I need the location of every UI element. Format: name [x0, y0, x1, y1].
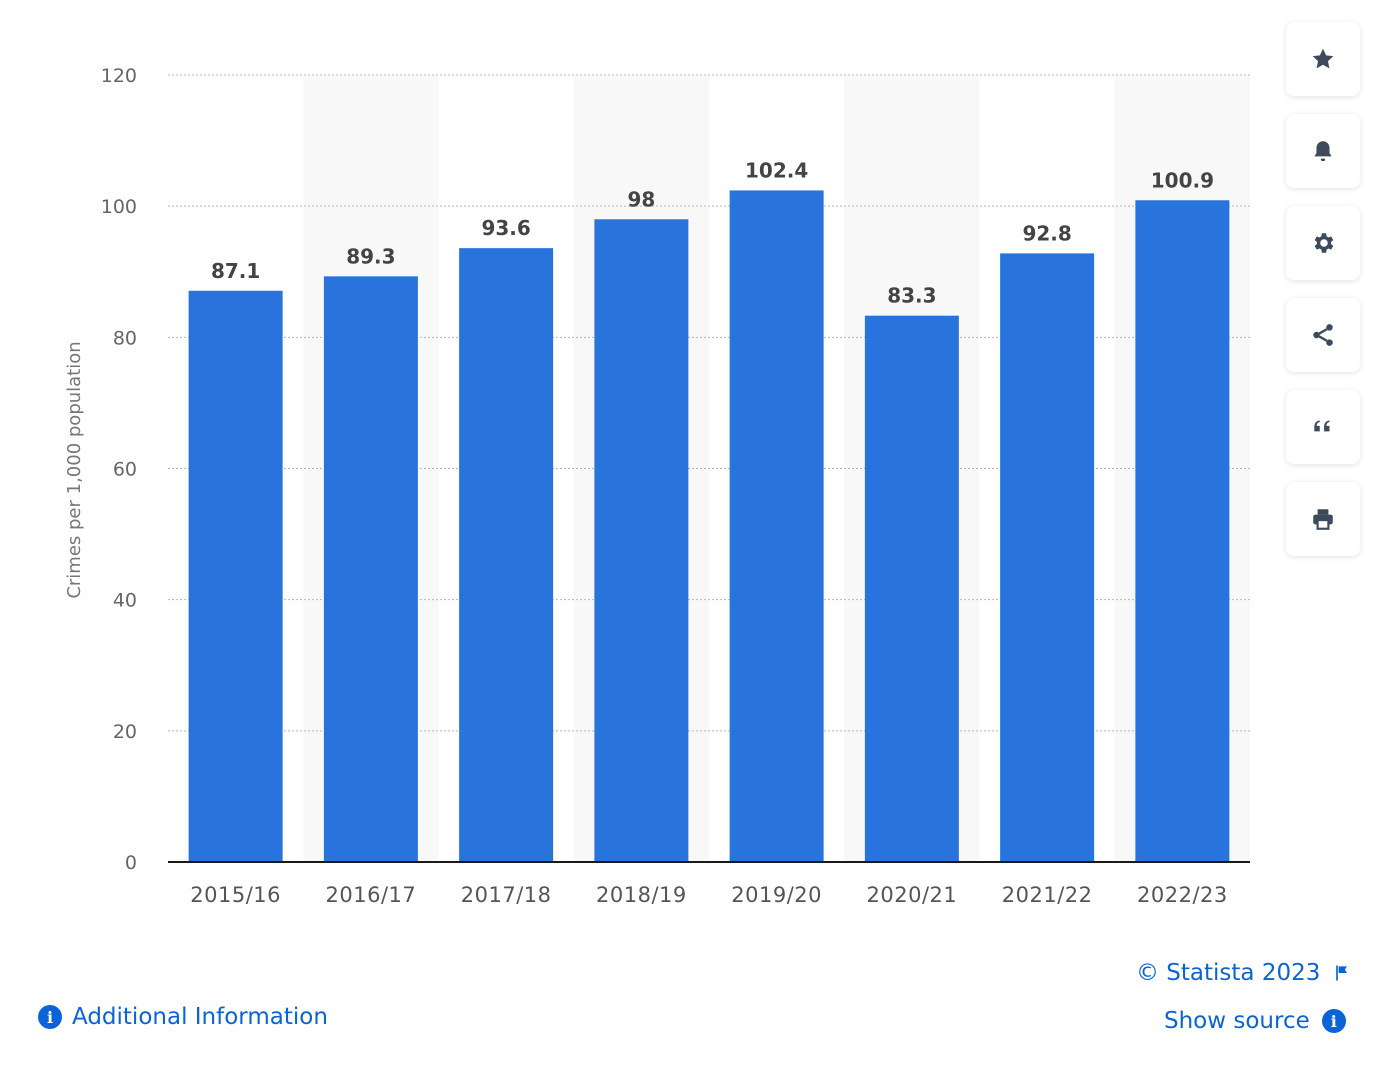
print-button[interactable]	[1286, 482, 1360, 556]
data-label: 102.4	[745, 158, 808, 182]
bar-chart: 0 20 40 60 80 100 120 87.1 89.3 93.6 98 102.4 83.3 9…	[64, 65, 1250, 907]
copyright-link[interactable]: © Statista 2023	[1136, 960, 1352, 986]
star-icon	[1312, 48, 1334, 69]
share-button[interactable]	[1286, 298, 1360, 372]
x-tick-label: 2015/16	[190, 883, 281, 907]
bell-icon	[1314, 141, 1332, 161]
y-tick-label: 20	[113, 721, 137, 743]
data-label: 89.3	[346, 244, 395, 268]
flag-icon	[1336, 965, 1348, 981]
y-tick-label: 40	[113, 590, 137, 612]
favorite-button[interactable]	[1286, 22, 1360, 96]
y-tick-label: 120	[101, 65, 137, 87]
data-label: 83.3	[887, 284, 936, 308]
bar[interactable]	[323, 276, 418, 862]
data-label: 98	[627, 187, 655, 211]
x-tick-label: 2021/22	[1002, 883, 1093, 907]
bar[interactable]	[864, 315, 959, 863]
copyright-text: © Statista 2023	[1136, 960, 1321, 986]
show-source-link[interactable]: Show source i	[1164, 1008, 1346, 1034]
x-tick-label: 2017/18	[461, 883, 552, 907]
bar[interactable]	[459, 248, 554, 862]
x-tick-label: 2018/19	[596, 883, 687, 907]
x-tick-label: 2016/17	[326, 883, 417, 907]
y-tick-label: 80	[113, 327, 137, 349]
share-icon	[1313, 324, 1333, 346]
bar[interactable]	[594, 219, 689, 863]
y-tick-label: 0	[125, 852, 137, 874]
cite-button[interactable]	[1286, 390, 1360, 464]
data-label: 92.8	[1022, 221, 1071, 245]
x-tick-label: 2022/23	[1137, 883, 1228, 907]
gear-icon	[1314, 233, 1334, 253]
x-tick-label: 2020/21	[867, 883, 958, 907]
print-icon	[1313, 509, 1333, 530]
info-icon: i	[38, 1005, 62, 1029]
bar[interactable]	[729, 190, 824, 863]
notification-button[interactable]	[1286, 114, 1360, 188]
quote-icon	[1314, 420, 1330, 432]
bar[interactable]	[1000, 253, 1095, 863]
data-label: 100.9	[1151, 168, 1214, 192]
y-tick-label: 60	[113, 459, 137, 481]
bar[interactable]	[188, 290, 283, 862]
x-tick-label: 2019/20	[731, 883, 822, 907]
data-label: 87.1	[211, 259, 260, 283]
y-tick-label: 100	[101, 196, 137, 218]
additional-information-text: Additional Information	[72, 1004, 328, 1030]
additional-information-link[interactable]: i Additional Information	[38, 1004, 328, 1030]
bar[interactable]	[1135, 200, 1230, 862]
settings-button[interactable]	[1286, 206, 1360, 280]
info-icon: i	[1321, 1009, 1346, 1033]
y-axis-label: Crimes per 1,000 population	[64, 341, 85, 598]
data-label: 93.6	[481, 216, 530, 240]
show-source-text: Show source	[1164, 1008, 1310, 1034]
